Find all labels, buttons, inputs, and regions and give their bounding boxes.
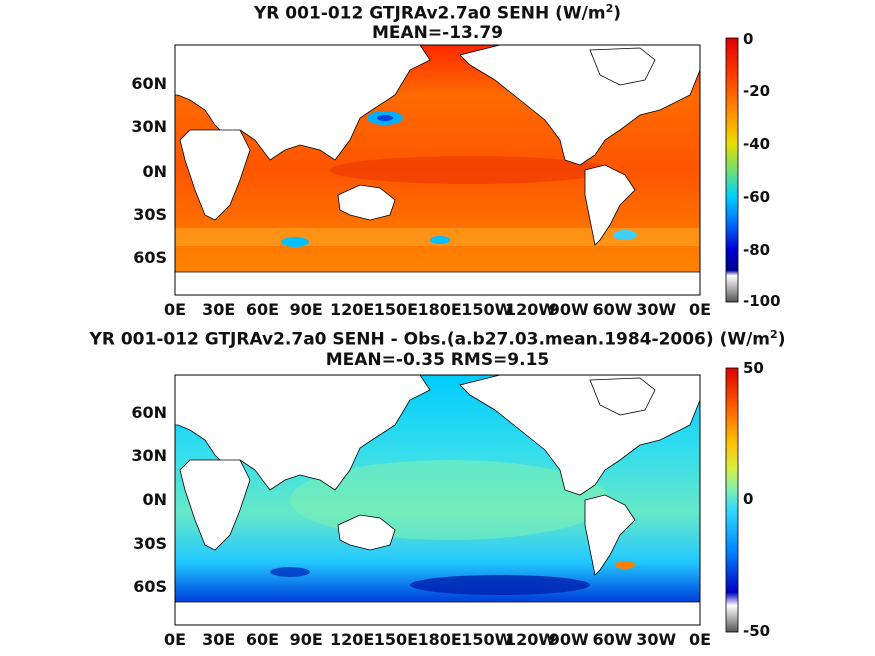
panel1-lat-30s: 30S — [133, 205, 167, 224]
panel2-lon-label-7: 150W — [461, 630, 513, 649]
panel2-colorbar — [725, 367, 739, 633]
panel2-lon-label-3: 90E — [289, 630, 323, 649]
panel2-lon-label-8: 120W — [505, 630, 557, 649]
panel2-title-sup: 2 — [770, 328, 778, 341]
panel1-lon-label-11: 30W — [636, 300, 677, 319]
panel1-lat-60n: 60N — [131, 74, 167, 93]
panel1-lon-label-3: 90E — [289, 300, 323, 319]
panel1-cb-tick-80: -80 — [743, 241, 771, 259]
panel1-lon-label-12: 0E — [688, 300, 712, 319]
panel1-lon-label-6: 180E — [417, 300, 462, 319]
panel1-lon-label-5: 150E — [373, 300, 419, 319]
panel2-southern-negative — [410, 575, 590, 595]
panel1-cb-tick-0: 0 — [743, 30, 754, 48]
panel2-lon-label-4: 120E — [330, 630, 375, 649]
panel1-southern-patch2 — [430, 236, 450, 244]
panel2-cb-tick-0: 0 — [743, 490, 754, 508]
panel2-lon-label-5: 150E — [373, 630, 419, 649]
panel1-lat-0n: 0N — [142, 162, 167, 181]
panel1-cb-tick-40: -40 — [743, 135, 771, 153]
panel1-land — [174, 44, 701, 296]
panel1-lon-label-7: 150W — [461, 300, 513, 319]
panel2-frame — [174, 374, 701, 626]
panel1-cb-tick-100: -100 — [743, 292, 781, 310]
panel1-lon-label-1: 30E — [202, 300, 236, 319]
panel2-land — [174, 374, 701, 626]
panel1-cb-tick-60: -60 — [743, 188, 771, 206]
panel2-map — [174, 374, 701, 626]
panel1-colorbar — [725, 37, 739, 303]
panel1-lat-60s: 60S — [133, 248, 167, 267]
panel2-stats: MEAN=-0.35 RMS=9.15 — [325, 350, 550, 370]
panel2-lon-label-9: 90W — [548, 630, 589, 649]
panel2-title: YR 001-012 GTJRAv2.7a0 SENH - Obs.(a.b27… — [20, 328, 855, 350]
panel1-tropical-band — [330, 156, 610, 184]
panel1-title: YR 001-012 GTJRAv2.7a0 SENH (W/m2) — [175, 2, 700, 24]
panel1-lat-30n: 30N — [131, 117, 167, 136]
panel1-title-sup: 2 — [605, 2, 614, 15]
panel2-lon-label-2: 60E — [245, 630, 280, 649]
panel2-lon-label-11: 30W — [636, 630, 677, 649]
panel1-mean: MEAN=-13.79 — [372, 23, 503, 43]
panel2-lat-0n: 0N — [142, 490, 167, 509]
panel1-lon-label-9: 90W — [548, 300, 589, 319]
panel1-title-text: YR 001-012 GTJRAv2.7a0 SENH (W/m — [253, 3, 606, 24]
panel2-cb-tick-50: 50 — [743, 359, 764, 377]
panel1-title-close: ) — [613, 3, 621, 24]
panel2-lat-30s: 30S — [133, 534, 167, 553]
panel1-southern-patch3 — [613, 230, 637, 240]
panel2-lon-label-1: 30E — [202, 630, 236, 649]
panel2-title-close: ) — [777, 329, 786, 350]
panel2-lon-label-0: 0E — [163, 630, 187, 649]
panel1-lon-label-4: 120E — [330, 300, 375, 319]
panel2-title-text: YR 001-012 GTJRAv2.7a0 SENH - Obs.(a.b27… — [89, 329, 771, 350]
panel2-lat-60n: 60N — [131, 403, 167, 422]
panel2-lon-label-12: 0E — [688, 630, 712, 649]
panel1-lon-label-8: 120W — [505, 300, 557, 319]
panel1-frame — [174, 44, 701, 296]
panel1-lon-label-10: 60W — [592, 300, 633, 319]
panel1-southern-patch — [281, 237, 309, 247]
panel1-kuroshio-core — [377, 115, 393, 121]
panel2-cb-tick-neg50: -50 — [743, 622, 771, 640]
panel2-southern-negative2 — [270, 567, 310, 577]
panel1-map — [174, 44, 701, 296]
panel1-lon-label-0: 0E — [163, 300, 187, 319]
panel2-lat-30n: 30N — [131, 446, 167, 465]
panel2-lon-label-10: 60W — [592, 630, 633, 649]
panel2-lat-60s: 60S — [133, 577, 167, 596]
panel2-lon-label-6: 180E — [417, 630, 462, 649]
panel1-cb-tick-20: -20 — [743, 82, 771, 100]
panel1-lon-label-2: 60E — [245, 300, 280, 319]
panel2-falklands-patch — [615, 561, 635, 569]
